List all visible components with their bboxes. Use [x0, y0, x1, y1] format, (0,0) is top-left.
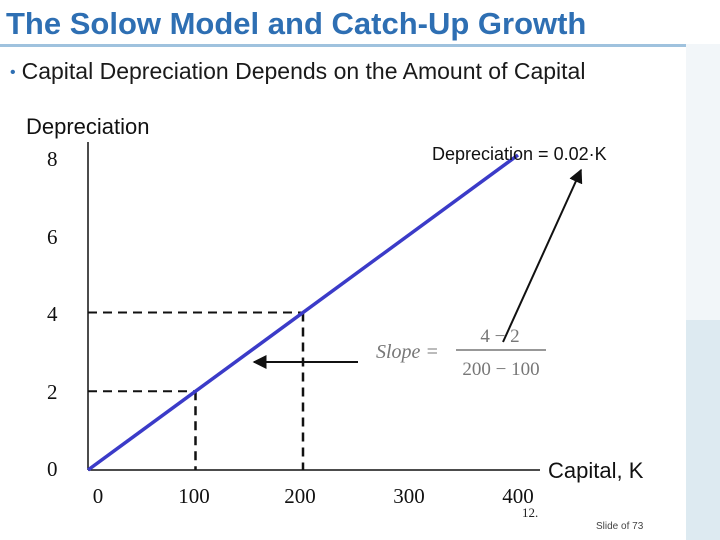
bullet-icon: • — [10, 63, 16, 81]
y-tick-label: 8 — [47, 147, 58, 171]
y-tick-label: 6 — [47, 225, 58, 249]
title-divider — [0, 44, 686, 47]
slope-denominator: 200 − 100 — [462, 359, 539, 380]
bullet-text: Capital Depreciation Depends on the Amou… — [21, 58, 586, 84]
x-tick-label: 200 — [284, 484, 316, 508]
x-tick-label: 0 — [93, 484, 104, 508]
slide-title: The Solow Model and Catch-Up Growth — [6, 6, 587, 41]
equation-arrow — [502, 168, 583, 343]
slope-numerator: 4 − 2 — [480, 326, 519, 347]
y-tick-label: 4 — [47, 302, 58, 326]
x-tick-label: 300 — [393, 484, 425, 508]
slope-label: Slope = — [376, 341, 439, 363]
slide-footer: Slide of 73 — [596, 521, 644, 532]
y-tick-label: 2 — [47, 380, 58, 404]
equation-annotation: Depreciation = 0.02·K — [432, 144, 607, 164]
x-axis-label: Capital, K — [548, 458, 644, 483]
x-tick-label: 400 — [502, 484, 534, 508]
decorative-side-band-lower — [686, 320, 720, 540]
depreciation-line — [86, 153, 520, 472]
x-tick-label: 100 — [178, 484, 210, 508]
y-axis-label: Depreciation — [26, 114, 150, 139]
slide-number-label: 12. — [522, 505, 539, 520]
y-tick-label: 0 — [47, 457, 58, 481]
decorative-side-band — [686, 44, 720, 540]
bullet-point: • Capital Depreciation Depends on the Amo… — [10, 58, 585, 85]
